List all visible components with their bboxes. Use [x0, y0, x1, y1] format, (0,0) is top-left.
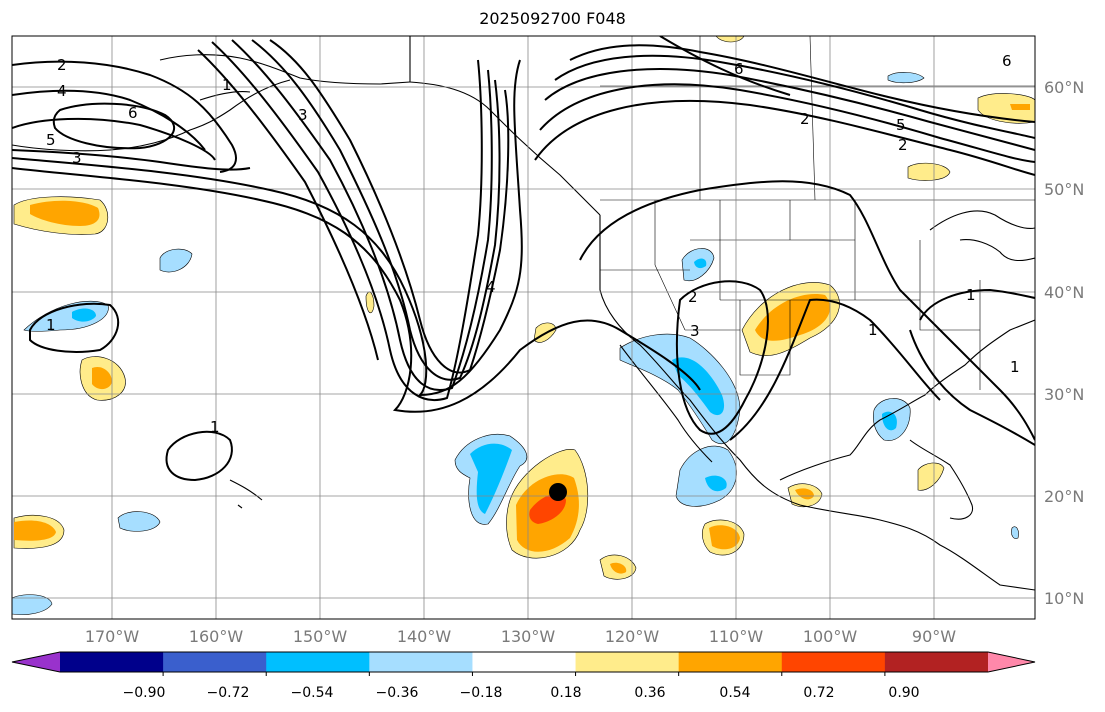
contour-label: 6: [734, 60, 744, 78]
lon-tick-label: 100°W: [803, 627, 858, 646]
colorbar-segment: [60, 652, 164, 672]
contour-label: 3: [298, 106, 308, 124]
colorbar-segment: [678, 652, 783, 672]
contour-label: 4: [57, 82, 67, 100]
positive-shading: [13, 36, 1035, 580]
map-title: 2025092700 F048: [479, 9, 626, 28]
contour-label: 1: [966, 286, 976, 304]
colorbar-ticks: −0.90 −0.72 −0.54 −0.36 −0.18 0.18 0.36 …: [123, 685, 920, 701]
colorbar-segment: [266, 652, 370, 672]
latitude-labels: 60°N 50°N 40°N 30°N 20°N 10°N: [1044, 78, 1084, 608]
contour-label: 3: [690, 322, 700, 340]
contour-label: 6: [128, 104, 138, 122]
contour-label: 1: [868, 321, 878, 339]
contour-label: 5: [46, 131, 56, 149]
lat-tick-label: 10°N: [1044, 589, 1084, 608]
contour-label: 1: [46, 316, 56, 334]
contour-label: 5: [896, 116, 906, 134]
contour-label: 3: [72, 149, 82, 167]
colorbar-tick-label: 0.36: [634, 685, 665, 701]
lon-tick-label: 120°W: [605, 627, 660, 646]
contour-label: 4: [486, 278, 496, 296]
lon-tick-label: 110°W: [709, 627, 764, 646]
colorbar-segment: [884, 652, 989, 672]
lat-tick-label: 30°N: [1044, 385, 1084, 404]
colorbar-tick-label: 0.54: [719, 685, 750, 701]
colorbar-segment: [472, 652, 577, 672]
lat-tick-label: 40°N: [1044, 283, 1084, 302]
contour-label: 2: [898, 136, 908, 154]
lat-tick-label: 60°N: [1044, 78, 1084, 97]
colorbar-extend-low: [12, 652, 60, 672]
contour-label: 1: [210, 418, 220, 436]
lon-tick-label: 160°W: [189, 627, 244, 646]
contour-lines: [12, 36, 1035, 482]
colorbar-tick-label: −0.90: [123, 685, 166, 701]
colorbar-tick-label: −0.72: [207, 685, 250, 701]
storm-center-marker: [549, 483, 567, 501]
contour-labels: 2 4 6 5 3 1 3 6 4 1 2 3 1 1 2 6 5 2 1 1: [46, 52, 1020, 436]
colorbar-segment: [781, 652, 886, 672]
colorbar-tick-label: −0.18: [460, 685, 503, 701]
contour-label: 2: [57, 56, 67, 74]
lon-tick-label: 150°W: [293, 627, 348, 646]
contour-label: 1: [1010, 358, 1020, 376]
contour-label: 2: [688, 288, 698, 306]
contour-label: 1: [222, 76, 232, 94]
colorbar-tick-label: 0.90: [888, 685, 919, 701]
graticule: [12, 36, 1035, 619]
colorbar-tick-label: 0.18: [550, 685, 581, 701]
lon-tick-label: 140°W: [397, 627, 452, 646]
colorbar-tick-label: −0.54: [291, 685, 334, 701]
lat-tick-label: 50°N: [1044, 180, 1084, 199]
colorbar-segment: [369, 652, 473, 672]
colorbar: [11, 651, 1036, 676]
contour-label: 2: [800, 110, 810, 128]
contour-label: 6: [1002, 52, 1012, 70]
colorbar-segment: [163, 652, 267, 672]
lon-tick-label: 170°W: [85, 627, 140, 646]
colorbar-outline: [11, 651, 1036, 673]
lon-tick-label: 130°W: [501, 627, 556, 646]
map-area: 2 4 6 5 3 1 3 6 4 1 2 3 1 1 2 6 5 2 1 1: [12, 36, 1035, 619]
lat-tick-label: 20°N: [1044, 487, 1084, 506]
colorbar-tick-label: −0.36: [376, 685, 419, 701]
colorbar-extend-high: [988, 652, 1035, 672]
longitude-labels: 170°W 160°W 150°W 140°W 130°W 120°W 110°…: [85, 627, 956, 646]
lon-tick-label: 90°W: [912, 627, 956, 646]
colorbar-segment: [575, 652, 680, 672]
colorbar-tick-label: 0.72: [803, 685, 834, 701]
map-frame: [11, 35, 1036, 620]
